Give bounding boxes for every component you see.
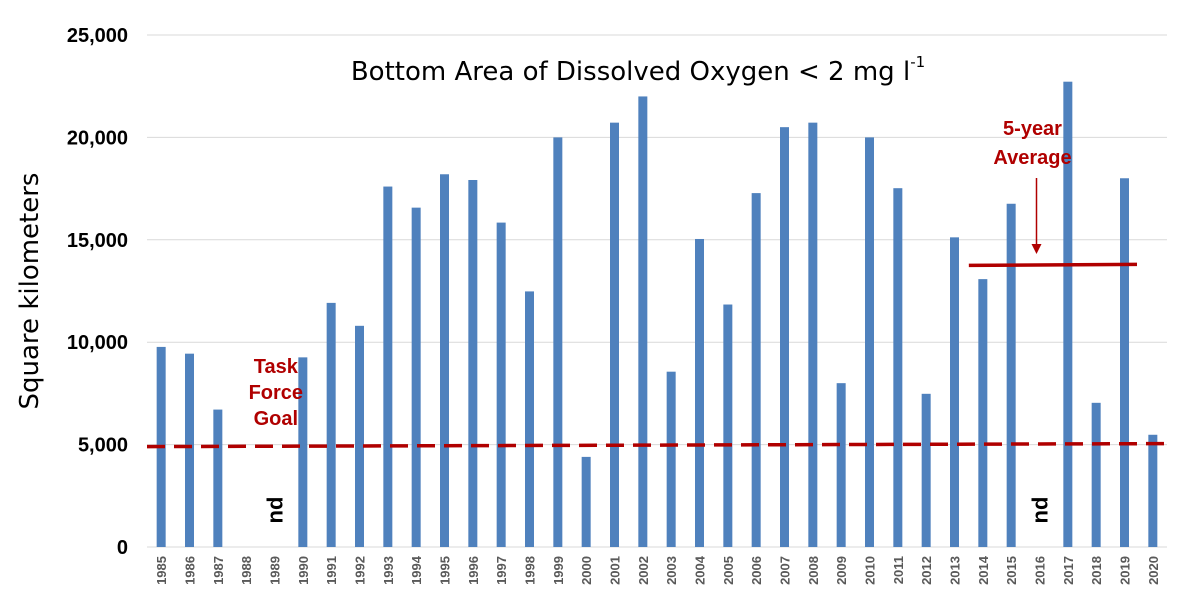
bar [298, 357, 308, 547]
bar [666, 371, 676, 547]
bar [1006, 203, 1016, 548]
five-year-average-line [968, 262, 1138, 268]
x-tick-label: 2000 [579, 556, 594, 585]
task-force-goal-label: Task [254, 356, 299, 378]
five-year-average-label: Average [993, 147, 1071, 169]
x-tick-label: 1994 [409, 555, 424, 585]
x-tick-label: 2004 [693, 555, 708, 585]
bar [553, 137, 563, 547]
y-tick-label: 0 [117, 537, 128, 559]
chart-title-superscript: -1 [910, 53, 925, 71]
task-force-goal-label: Force [249, 382, 303, 404]
bar [836, 383, 846, 547]
x-tick-label: 1999 [551, 556, 566, 585]
x-tick-label: 2003 [664, 556, 679, 585]
no-data-label: nd [1028, 497, 1053, 524]
y-tick-label: 20,000 [67, 127, 128, 149]
bar [1091, 402, 1101, 547]
x-tick-label: 2017 [1061, 556, 1076, 585]
x-tick-label: 2001 [608, 556, 623, 585]
chart-title: Bottom Area of Dissolved Oxygen < 2 mg l… [351, 53, 925, 87]
x-tick-label: 1987 [211, 556, 226, 585]
no-data-label: nd [263, 497, 288, 524]
bar [950, 237, 959, 547]
x-tick-label: 1989 [268, 556, 283, 585]
bars [156, 81, 1158, 548]
bar [326, 302, 336, 547]
y-tick-label: 5,000 [78, 435, 128, 457]
bar [638, 96, 648, 547]
x-tick-label: 1986 [183, 556, 198, 585]
x-tick-label: 2012 [919, 556, 934, 585]
x-tick-label: 2002 [636, 556, 651, 585]
five-year-average-arrowhead [1031, 244, 1042, 254]
x-tick-label: 1993 [381, 556, 396, 585]
task-force-goal-line [146, 441, 1168, 449]
bar [355, 325, 364, 547]
x-tick-label: 2011 [891, 556, 906, 584]
bar [185, 353, 194, 547]
x-tick-label: 1996 [466, 556, 481, 585]
x-tick-label: 2018 [1089, 556, 1104, 585]
x-tick-label: 1992 [353, 556, 368, 585]
bar [213, 409, 223, 547]
bar [695, 238, 704, 547]
bar [921, 393, 931, 547]
bar [780, 127, 789, 547]
x-tick-label: 2006 [749, 556, 764, 585]
bar [1063, 81, 1073, 547]
x-tick-label: 1988 [239, 556, 254, 585]
bar [978, 279, 988, 547]
bar [468, 179, 478, 547]
x-axis-ticks: 1985 1986 1987 1988 1989 1990 1991 1992 1993 1994… [154, 555, 1161, 585]
y-axis-ticks: 0 5,000 10,000 15,000 20,000 25,000 [67, 25, 128, 559]
bar [411, 207, 421, 547]
x-tick-label: 1991 [324, 556, 339, 585]
x-tick-label: 1997 [494, 556, 509, 585]
y-tick-label: 15,000 [67, 230, 128, 252]
x-tick-label: 2005 [721, 556, 736, 585]
x-tick-label: 1985 [154, 556, 169, 585]
y-axis-label: Square kilometers [15, 173, 45, 410]
x-tick-label: 2010 [863, 556, 878, 585]
bar [610, 122, 619, 547]
bar [751, 193, 761, 548]
task-force-goal-label: Goal [254, 408, 298, 430]
annotations: nd nd Task Force Goal 5-year Average [146, 118, 1168, 524]
bar [865, 137, 874, 547]
x-tick-label: 1998 [523, 556, 538, 585]
bar [1120, 178, 1129, 547]
x-tick-label: 1995 [438, 556, 453, 585]
bar [723, 304, 733, 547]
x-tick-label: 2009 [834, 556, 849, 585]
x-tick-label: 2007 [778, 556, 793, 585]
x-tick-label: 2013 [948, 556, 963, 585]
bar [496, 222, 506, 547]
y-tick-label: 10,000 [67, 332, 128, 354]
five-year-average-label: 5-year [1003, 118, 1062, 140]
bar [440, 174, 449, 547]
bar [383, 186, 393, 547]
x-tick-label: 2019 [1118, 556, 1133, 585]
bar [893, 188, 903, 547]
bar [808, 122, 818, 547]
bar [1148, 434, 1158, 547]
x-tick-label: 2016 [1033, 556, 1048, 585]
bar [525, 291, 534, 547]
x-tick-label: 2008 [806, 556, 821, 585]
x-tick-label: 1990 [296, 556, 311, 585]
y-tick-label: 25,000 [67, 25, 128, 47]
x-tick-label: 2015 [1004, 556, 1019, 585]
x-tick-label: 2020 [1146, 556, 1161, 585]
bar [581, 456, 591, 547]
chart-title-main: Bottom Area of Dissolved Oxygen < 2 mg l [351, 57, 910, 87]
x-tick-label: 2014 [976, 555, 991, 585]
